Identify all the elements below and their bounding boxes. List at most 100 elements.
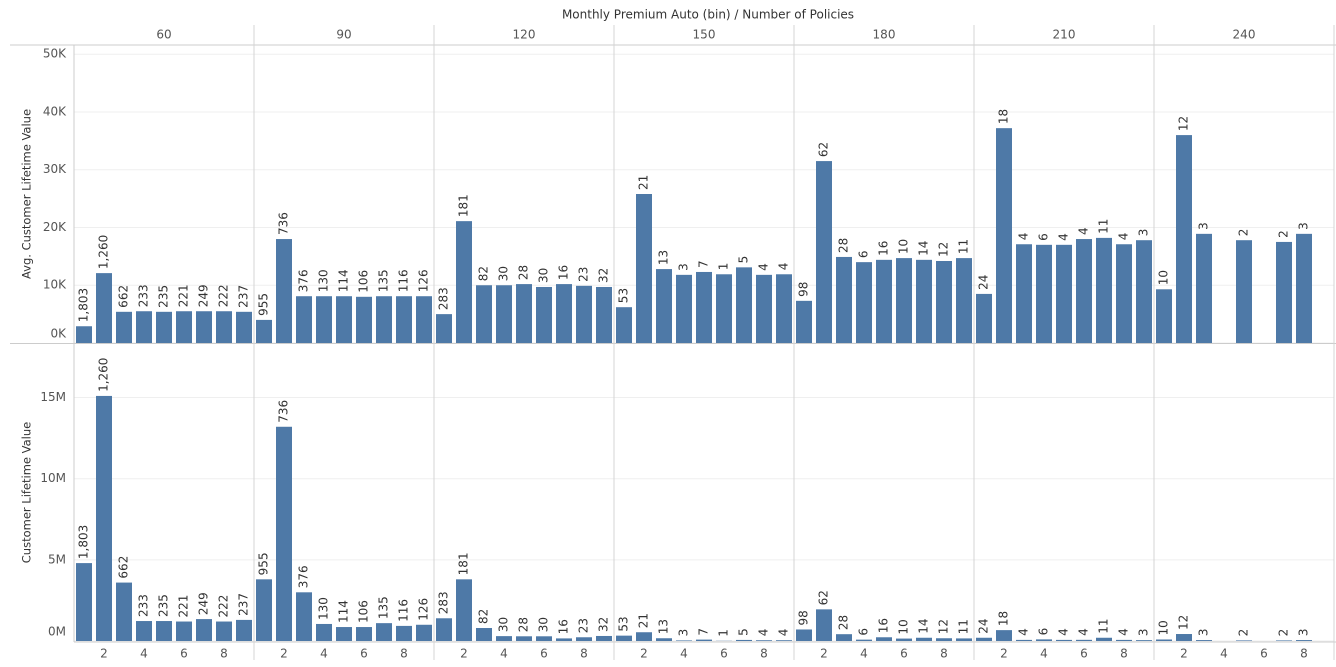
bar <box>996 630 1012 641</box>
bar <box>1196 233 1212 343</box>
x-tick-label: 4 <box>500 647 508 661</box>
count-label: 1,803 <box>77 288 91 322</box>
bar <box>116 311 132 343</box>
bar <box>1196 640 1212 641</box>
count-label: 3 <box>677 263 691 271</box>
count-label: 4 <box>1017 233 1031 241</box>
bar <box>496 636 512 641</box>
bar <box>1136 240 1152 343</box>
bar <box>236 619 252 641</box>
count-label: 32 <box>597 268 611 283</box>
bar <box>1136 640 1152 641</box>
bar <box>1116 639 1132 641</box>
count-label: 12 <box>937 242 951 257</box>
count-label: 21 <box>637 175 651 190</box>
bar <box>576 637 592 641</box>
count-label: 14 <box>917 241 931 256</box>
x-tick-label: 8 <box>760 647 768 661</box>
bar <box>696 639 712 641</box>
y-tick-label: 5M <box>48 552 66 566</box>
count-label: 6 <box>857 251 871 259</box>
bar <box>1296 640 1312 641</box>
bar <box>1176 135 1192 343</box>
bar <box>1276 640 1292 641</box>
bar <box>556 638 572 641</box>
bar <box>216 621 232 641</box>
group-label: 90 <box>336 28 351 42</box>
count-label: 1,260 <box>97 358 111 392</box>
count-label: 4 <box>777 629 791 637</box>
count-label: 12 <box>937 619 951 634</box>
x-tick-label: 4 <box>140 647 148 661</box>
count-label: 12 <box>1177 116 1191 131</box>
bar <box>716 274 732 343</box>
count-label: 1 <box>717 263 731 271</box>
bar <box>1176 634 1192 641</box>
bar <box>476 628 492 641</box>
bar <box>856 639 872 641</box>
count-label: 181 <box>457 194 471 217</box>
x-tick-label: 6 <box>180 647 188 661</box>
x-tick-label: 8 <box>580 647 588 661</box>
x-tick-label: 2 <box>820 647 828 661</box>
bar <box>196 619 212 641</box>
x-tick-label: 6 <box>1260 647 1268 661</box>
count-label: 955 <box>257 552 271 575</box>
count-label: 23 <box>577 618 591 633</box>
count-label: 11 <box>1097 618 1111 633</box>
count-label: 18 <box>997 611 1011 626</box>
bar <box>236 311 252 343</box>
count-label: 1,803 <box>77 525 91 559</box>
count-label: 181 <box>457 552 471 575</box>
bar <box>816 161 832 343</box>
count-label: 7 <box>697 628 711 636</box>
count-label: 11 <box>957 239 971 254</box>
bar <box>776 274 792 343</box>
x-tick-label: 6 <box>360 647 368 661</box>
bar <box>616 635 632 641</box>
bar <box>476 285 492 343</box>
count-label: 13 <box>657 619 671 634</box>
bar <box>616 307 632 343</box>
bar <box>736 639 752 641</box>
count-label: 30 <box>497 617 511 632</box>
x-tick-label: 6 <box>540 647 548 661</box>
count-label: 1,260 <box>97 235 111 269</box>
bar <box>656 269 672 343</box>
count-label: 28 <box>837 238 851 253</box>
count-label: 82 <box>477 609 491 624</box>
count-label: 116 <box>397 269 411 292</box>
bar <box>156 621 172 641</box>
bar <box>676 640 692 641</box>
count-label: 376 <box>297 565 311 588</box>
group-label: 120 <box>513 28 536 42</box>
bar <box>1016 639 1032 641</box>
count-label: 235 <box>157 594 171 617</box>
count-label: 28 <box>517 617 531 632</box>
bar <box>556 284 572 343</box>
bar <box>736 267 752 343</box>
bar <box>336 296 352 343</box>
bar <box>516 636 532 641</box>
bar <box>876 637 892 641</box>
bar <box>676 274 692 343</box>
count-label: 4 <box>1057 233 1071 241</box>
bar <box>136 311 152 343</box>
x-tick-label: 2 <box>640 647 648 661</box>
x-tick-label: 6 <box>720 647 728 661</box>
bar <box>316 623 332 641</box>
bar <box>216 311 232 343</box>
count-label: 4 <box>757 629 771 637</box>
count-label: 249 <box>197 284 211 307</box>
count-label: 98 <box>797 610 811 625</box>
count-label: 10 <box>1157 270 1171 285</box>
bar <box>356 627 372 641</box>
count-label: 5 <box>737 256 751 264</box>
bar <box>576 285 592 343</box>
count-label: 114 <box>337 600 351 623</box>
count-label: 4 <box>1017 628 1031 636</box>
count-label: 4 <box>777 263 791 271</box>
bar <box>856 262 872 343</box>
count-label: 376 <box>297 269 311 292</box>
group-label: 180 <box>873 28 896 42</box>
